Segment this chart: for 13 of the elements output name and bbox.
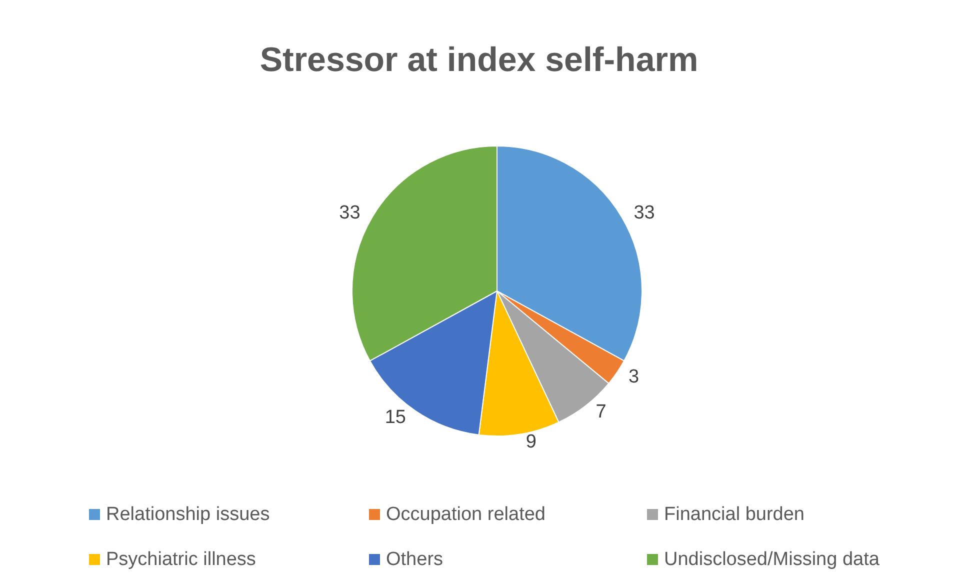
data-label: 9 — [526, 432, 537, 453]
data-label: 3 — [628, 366, 640, 388]
data-label: 33 — [339, 202, 360, 224]
legend-label: Relationship issues — [106, 504, 270, 525]
chart-title: Stressor at index self-harm — [260, 41, 698, 79]
data-label: 7 — [596, 401, 606, 422]
data-label: 15 — [384, 407, 406, 428]
legend-label: Undisclosed/Missing data — [664, 549, 880, 570]
legend-label: Psychiatric illness — [106, 549, 256, 570]
legend-label: Financial burden — [664, 504, 804, 525]
data-label: 33 — [634, 202, 655, 224]
legend-label: Occupation related — [386, 504, 546, 525]
legend-label: Others — [386, 549, 444, 570]
